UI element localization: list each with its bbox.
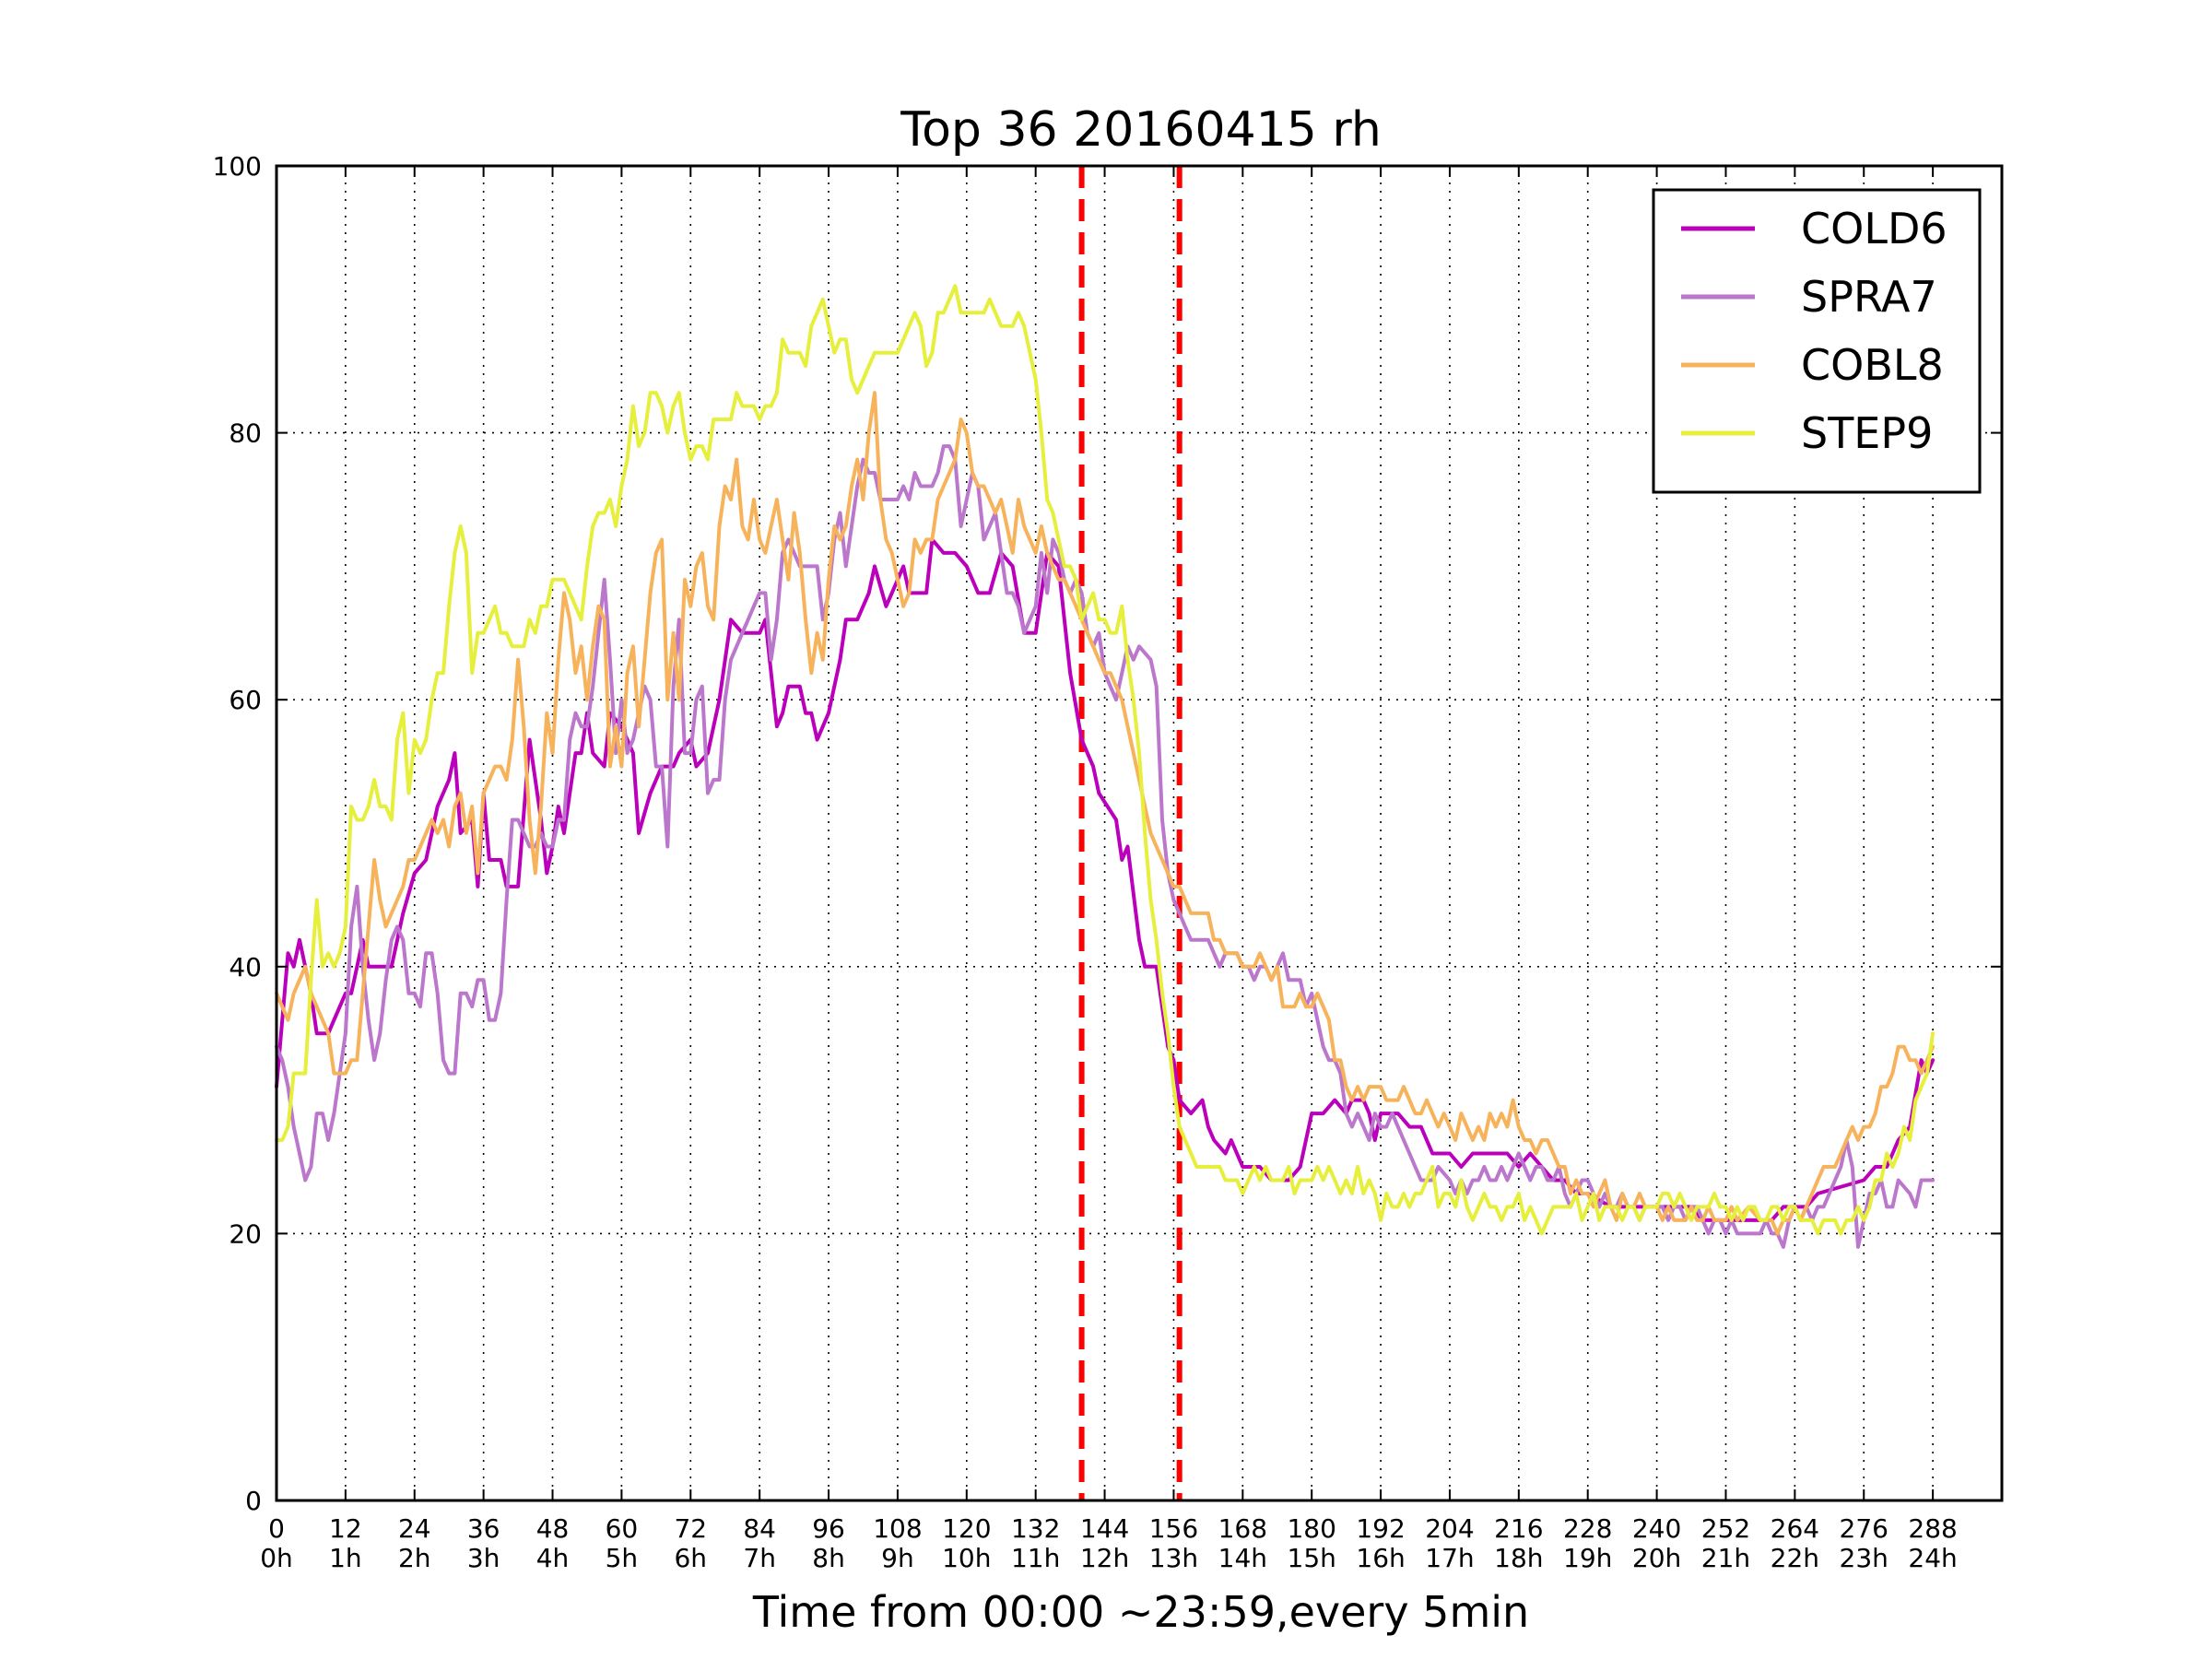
x-tick-label: 276 [1840,1513,1888,1544]
x-tick-label: 180 [1287,1513,1335,1544]
x-tick-label: 240 [1632,1513,1681,1544]
x-tick-sublabel: 20h [1632,1543,1681,1573]
x-tick-sublabel: 13h [1149,1543,1198,1573]
x-tick-label: 216 [1494,1513,1543,1544]
x-tick-sublabel: 8h [812,1543,845,1573]
y-tick-label: 0 [245,1486,262,1516]
legend: COLD6 SPRA7 COBL8 STEP9 [1652,188,1982,494]
axis-ticks [276,165,2002,1501]
series-lines [275,284,1936,1249]
x-tick-label: 108 [873,1513,922,1544]
x-tick-sublabel: 2h [398,1543,431,1573]
x-tick-label: 12 [329,1513,362,1544]
x-tick-label: 144 [1080,1513,1129,1544]
legend-label-cold6: COLD6 [1801,204,1947,253]
legend-box [1652,188,1982,494]
y-tick-label: 80 [229,418,262,449]
x-tick-label: 60 [606,1513,639,1544]
x-tick-sublabel: 3h [467,1543,500,1573]
x-tick-label: 48 [536,1513,570,1544]
x-tick-sublabel: 10h [942,1543,991,1573]
x-tick-sublabel: 0h [260,1543,293,1573]
x-axis-label: Time from 00:00 ~23:59,every 5min [752,1587,1529,1637]
x-tick-label: 252 [1701,1513,1750,1544]
y-axis-tick-labels: 0 20 40 60 80 100 [213,151,262,1516]
chart-title: Top 36 20160415 rh [900,102,1382,158]
y-tick-label: 100 [213,151,262,182]
x-tick-sublabel: 6h [674,1543,707,1573]
x-tick-sublabel: 21h [1701,1543,1750,1573]
x-tick-label: 288 [1908,1513,1957,1544]
y-tick-label: 20 [229,1218,262,1249]
x-tick-label: 132 [1011,1513,1060,1544]
x-tick-label: 36 [467,1513,500,1544]
x-tick-label: 228 [1563,1513,1612,1544]
plot-area [275,164,2004,1502]
vertical-markers [1078,166,1182,1500]
y-tick-label: 60 [229,685,262,715]
plot-frame [275,164,2004,1502]
x-tick-label: 192 [1356,1513,1405,1544]
legend-label-spra7: SPRA7 [1801,272,1937,322]
x-tick-sublabel: 16h [1356,1543,1405,1573]
x-tick-label: 24 [398,1513,431,1544]
x-tick-sublabel: 22h [1771,1543,1819,1573]
x-tick-sublabel: 23h [1840,1543,1888,1573]
legend-label-cobl8: COBL8 [1801,340,1944,390]
x-tick-label: 0 [268,1513,285,1544]
x-tick-sublabel: 24h [1908,1543,1957,1573]
x-tick-sublabel: 9h [881,1543,914,1573]
x-tick-label: 72 [674,1513,707,1544]
legend-label-step9: STEP9 [1801,408,1933,458]
x-tick-label: 120 [942,1513,991,1544]
x-tick-sublabel: 15h [1288,1543,1336,1573]
x-tick-sublabel: 4h [536,1543,570,1573]
x-tick-sublabel: 14h [1218,1543,1267,1573]
series-line-step9 [275,284,1936,1236]
x-tick-sublabel: 19h [1563,1543,1612,1573]
x-tick-label: 156 [1149,1513,1198,1544]
x-tick-label: 264 [1771,1513,1819,1544]
grid-lines [276,166,2002,1500]
x-tick-sublabel: 7h [743,1543,776,1573]
x-tick-sublabel: 17h [1425,1543,1474,1573]
x-tick-sublabel: 11h [1011,1543,1060,1573]
x-tick-label: 204 [1425,1513,1474,1544]
y-tick-label: 40 [229,952,262,982]
x-tick-sublabel: 5h [606,1543,639,1573]
x-tick-label: 168 [1218,1513,1267,1544]
x-tick-sublabel: 1h [329,1543,362,1573]
x-tick-label: 84 [743,1513,776,1544]
x-tick-sublabel: 18h [1494,1543,1543,1573]
x-tick-label: 96 [812,1513,845,1544]
x-tick-sublabel: 12h [1080,1543,1129,1573]
